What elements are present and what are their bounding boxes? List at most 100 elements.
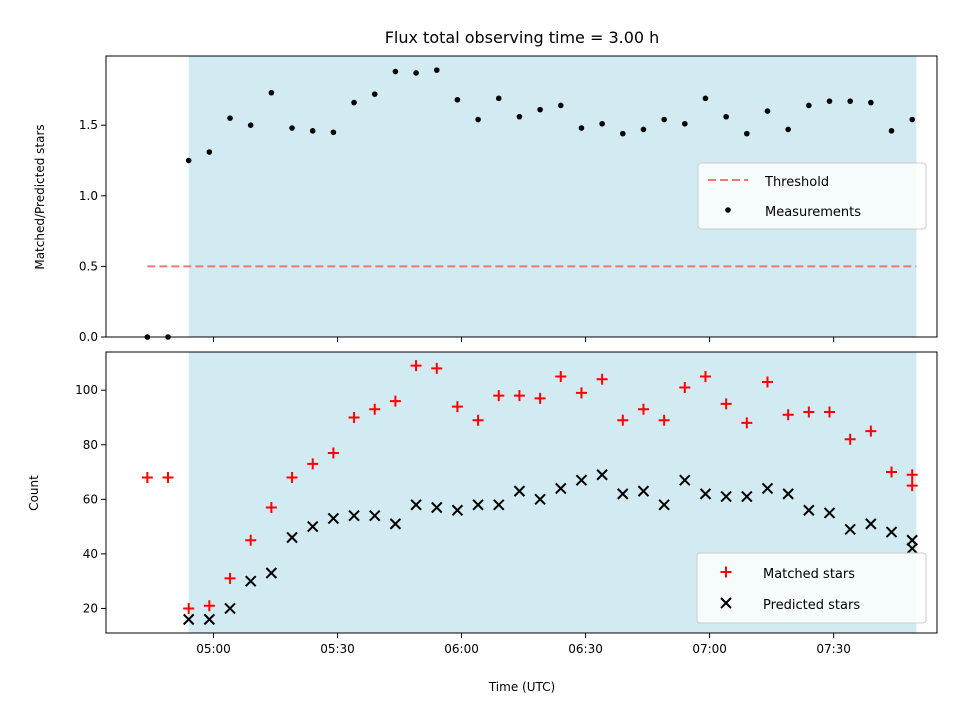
predicted-stars-point [203,613,216,626]
matched-stars-point [679,381,691,393]
matched-stars-point [348,411,360,423]
matched-stars-point [575,387,587,399]
measurement-point [413,70,419,76]
predicted-stars-point [224,602,236,615]
x-tick-label: 05:00 [196,642,231,656]
axes-frame [105,351,938,634]
predicted-stars-point [596,469,608,481]
measurement-point [537,106,543,113]
y-tick-label: 100 [75,383,98,397]
matched-stars-point [183,602,195,614]
measurement-point [702,95,709,102]
measurement-point [661,116,667,123]
measurement-point [371,91,378,97]
predicted-stars-point [720,597,732,609]
legend-measurements-swatch [725,207,731,213]
predicted-stars-point [575,474,588,486]
measurement-point [433,67,440,73]
predicted-stars-point [823,507,836,519]
y-tick-label: 80 [83,438,98,452]
measurement-point [144,334,151,340]
predicted-stars-point [182,613,195,626]
legend-matched-label: Matched stars [763,567,855,582]
measurement-point [185,157,192,164]
predicted-stars-point [761,482,774,495]
measurement-point [806,102,812,109]
measurement-point [764,108,771,114]
measurement-point [392,68,399,75]
predicted-stars-point [906,534,918,546]
y-tick-label: 20 [83,601,98,615]
matched-stars-point [141,471,153,483]
matched-stars-point [803,406,815,418]
measurement-point [888,128,895,134]
predicted-stars-point [741,490,753,503]
top-y-axis-label: Matched/Predicted stars [33,124,47,269]
predicted-stars-point [493,499,505,511]
measurement-point [744,130,750,137]
matched-stars-point [741,417,753,429]
predicted-stars-point [431,501,443,514]
matched-stars-point [265,502,277,514]
y-tick-label: 1.5 [79,118,98,132]
measurement-point [516,113,523,120]
matched-stars-point [369,403,381,415]
predicted-stars-point [803,504,815,516]
matched-stars-point [431,362,443,374]
y-tick-label: 40 [83,547,98,561]
x-tick-label: 06:30 [568,642,603,656]
matched-stars-point [844,433,856,445]
matched-stars-point [906,480,918,492]
matched-stars-point [224,572,236,584]
y-tick-label: 0.0 [79,330,98,344]
predicted-stars-point [348,509,360,522]
chart-title: Flux total observing time = 3.00 h [385,28,660,47]
predicted-stars-point [906,542,918,555]
measurement-point [165,334,171,340]
matched-stars-point [761,376,773,388]
predicted-stars-point [658,499,670,511]
matched-stars-point [493,390,505,402]
legend-predicted-label: Predicted stars [763,598,860,613]
measurement-point [682,120,688,127]
matched-stars-point [637,403,649,415]
x-tick-label: 07:30 [816,642,851,656]
predicted-stars-point [472,499,484,511]
matched-stars-point [658,414,670,426]
matched-stars-point [389,395,401,407]
matched-stars-point [720,566,732,578]
matched-stars-point [513,390,525,402]
matched-stars-point [245,534,257,546]
predicted-stars-point [637,485,650,497]
measurement-point [247,122,254,128]
predicted-stars-point [844,523,856,536]
matched-stars-point [596,373,608,385]
measurement-point [454,96,461,103]
matched-stars-point [472,414,484,426]
legend-bottom [696,552,927,624]
matched-stars-point [534,392,546,404]
x-tick-label: 06:00 [444,642,479,656]
measurement-point [640,126,647,133]
measurement-point [475,116,481,123]
predicted-stars-point [885,526,898,538]
measurement-point [227,115,233,121]
measurement-point [330,129,337,136]
matched-stars-point [617,414,629,426]
measurement-point [289,125,295,131]
matched-stars-point [451,401,463,413]
measurement-point [599,120,605,127]
predicted-stars-point [699,488,712,500]
predicted-stars-point [286,531,298,544]
measurement-point [351,99,357,106]
measurement-point [826,98,833,104]
measurement-point [723,113,729,120]
matched-stars-point [203,600,215,612]
measurement-point [619,130,626,137]
matched-stars-point [555,371,567,383]
measurement-point [268,89,275,96]
x-axis-label: Time (UTC) [488,680,555,694]
matched-stars-point [162,471,174,483]
matched-stars-point [720,398,732,410]
